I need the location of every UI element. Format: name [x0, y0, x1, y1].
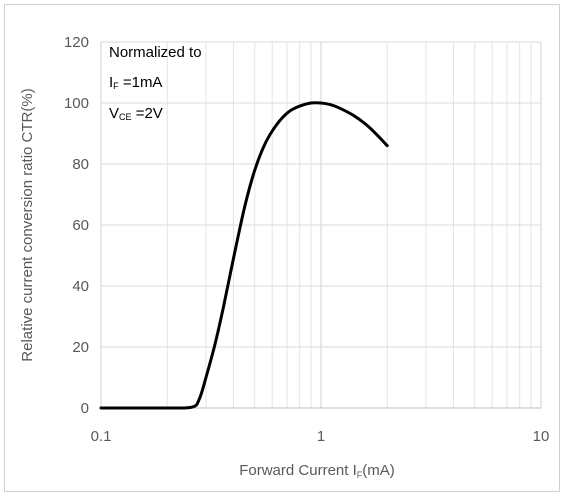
- y-tick-label: 100: [64, 95, 89, 112]
- x-tick-label: 0.1: [91, 428, 112, 445]
- x-axis-title-sub: F: [357, 470, 363, 480]
- annotation-line-1: Normalized to: [109, 44, 202, 61]
- annotation-line-2-main: I: [109, 74, 113, 91]
- annotation-line-3-main: V: [109, 105, 119, 122]
- annotation-line-3-rest: =2V: [132, 105, 163, 122]
- annotation-line-3-sub: CE: [119, 112, 132, 122]
- y-tick-label: 40: [72, 278, 89, 295]
- annotation-line-2: IF =1mA: [109, 74, 162, 91]
- y-tick-label: 20: [72, 339, 89, 356]
- series-line: [99, 101, 389, 410]
- chart-frame: 0 20 40 60 80 100 120 0.1 1 10 Relative current c…: [4, 4, 560, 492]
- y-tick-label: 60: [72, 217, 89, 234]
- y-axis-title: Relative current conversion ratio CTR(%): [19, 88, 36, 361]
- x-tick-label: 1: [317, 428, 325, 445]
- x-axis-title-unit: (mA): [362, 462, 395, 479]
- annotation-line-2-sub: F: [113, 81, 119, 91]
- grid: [100, 41, 542, 408]
- x-axis-title: Forward Current IF(mA): [239, 462, 395, 480]
- x-tick-label: 10: [533, 428, 550, 445]
- line-chart: 0 20 40 60 80 100 120 0.1 1 10 Relative current c…: [19, 34, 549, 480]
- annotation-line-2-rest: =1mA: [119, 74, 163, 91]
- y-tick-label: 120: [64, 34, 89, 51]
- x-axis-title-main: Forward Current I: [239, 462, 357, 479]
- y-tick-label: 80: [72, 156, 89, 173]
- series-layer: [99, 101, 389, 410]
- axes: 0 20 40 60 80 100 120 0.1 1 10: [64, 34, 549, 445]
- chart-annotation: Normalized to IF =1mA VCE =2V: [109, 44, 202, 122]
- annotation-line-3: VCE =2V: [109, 105, 163, 122]
- y-tick-label: 0: [81, 400, 89, 417]
